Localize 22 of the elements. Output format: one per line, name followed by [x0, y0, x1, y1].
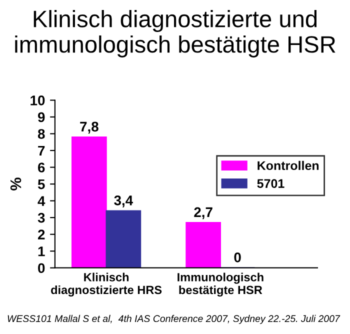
y-tick-label: 1	[38, 246, 45, 256]
y-tick-label: 5	[38, 180, 45, 190]
y-tick-label: 6	[38, 162, 45, 172]
y-tick-label: 7	[38, 146, 45, 156]
x-tick-label: Klinisch diagnostizierte HRS	[51, 272, 162, 296]
data-label: 2,7	[194, 207, 212, 220]
data-label: 3,4	[114, 196, 134, 208]
x-tick-label: Immunologisch bestätigte HSR	[178, 272, 264, 297]
y-tick-label: 10	[30, 96, 45, 106]
legend-label: 5701	[257, 179, 284, 188]
y-tick-label: 0	[38, 263, 45, 274]
legend-label: Kontrollen	[258, 160, 319, 170]
y-tick-label: 2	[38, 230, 45, 240]
data-label: 7,8	[80, 122, 98, 134]
y-tick-label: 3	[38, 212, 45, 223]
y-axis-title: %	[10, 178, 22, 190]
y-tick-label: 9	[38, 112, 45, 122]
y-tick-label: 8	[38, 129, 45, 139]
data-label: 0	[234, 252, 241, 262]
text: WESS101 Mallal S et al, 4th IAS Conference 2007, Sydney 22.-25. Juli 2007	[8, 314, 340, 324]
chart-title: Klinisch diagnostizierte und immunologisch bestätigte HSR	[15, 10, 336, 58]
y-tick-label: 4	[38, 196, 46, 206]
